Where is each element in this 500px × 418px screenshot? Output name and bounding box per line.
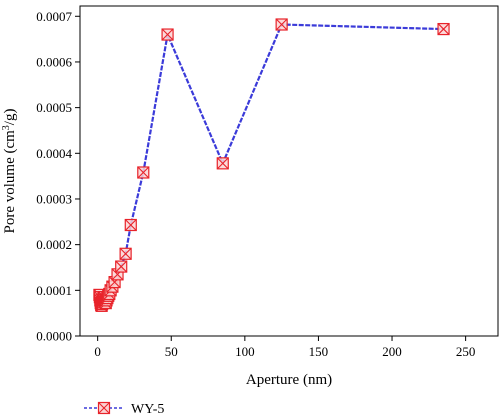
data-point [137,166,150,179]
y-axis-label: Pore volume (cm3/g) [1,109,18,234]
y-tick-label: 0.0006 [36,54,72,69]
x-axis-ticks: 0 50 100 150 200 250 [94,336,475,359]
x-tick-label: 200 [382,344,402,359]
y-tick-label: 0.0000 [36,329,72,344]
y-tick-label: 0.0005 [36,100,72,115]
legend: WY-5 [84,401,164,417]
legend-label: WY-5 [131,402,164,417]
y-tick-label: 0.0004 [36,146,72,161]
y-tick-label: 0.0002 [36,237,72,252]
y-axis-ticks: 0.0000 0.0001 0.0002 0.0003 0.0004 0.0005 0.00… [36,9,80,344]
y-tick-label: 0.0001 [36,283,72,298]
x-tick-label: 50 [165,344,178,359]
plot-area: 0.0000 0.0001 0.0002 0.0003 0.0004 0.0005 0.00… [36,5,499,359]
y-tick-label: 0.0003 [36,191,72,206]
x-tick-label: 100 [235,344,255,359]
data-point [437,22,450,36]
data-point [119,247,132,260]
legend-marker [97,401,111,415]
series-layer [93,18,450,312]
x-tick-label: 250 [456,344,476,359]
y-tick-label: 0.0007 [36,9,72,24]
x-axis-label: Aperture (nm) [246,372,332,388]
data-point [124,218,137,232]
series-line [98,23,444,307]
data-point [161,28,174,41]
x-tick-label: 0 [94,344,101,359]
x-tick-label: 150 [309,344,329,359]
plot-frame [79,5,499,337]
data-point [115,260,128,273]
data-point [216,157,229,170]
data-point [275,18,288,31]
